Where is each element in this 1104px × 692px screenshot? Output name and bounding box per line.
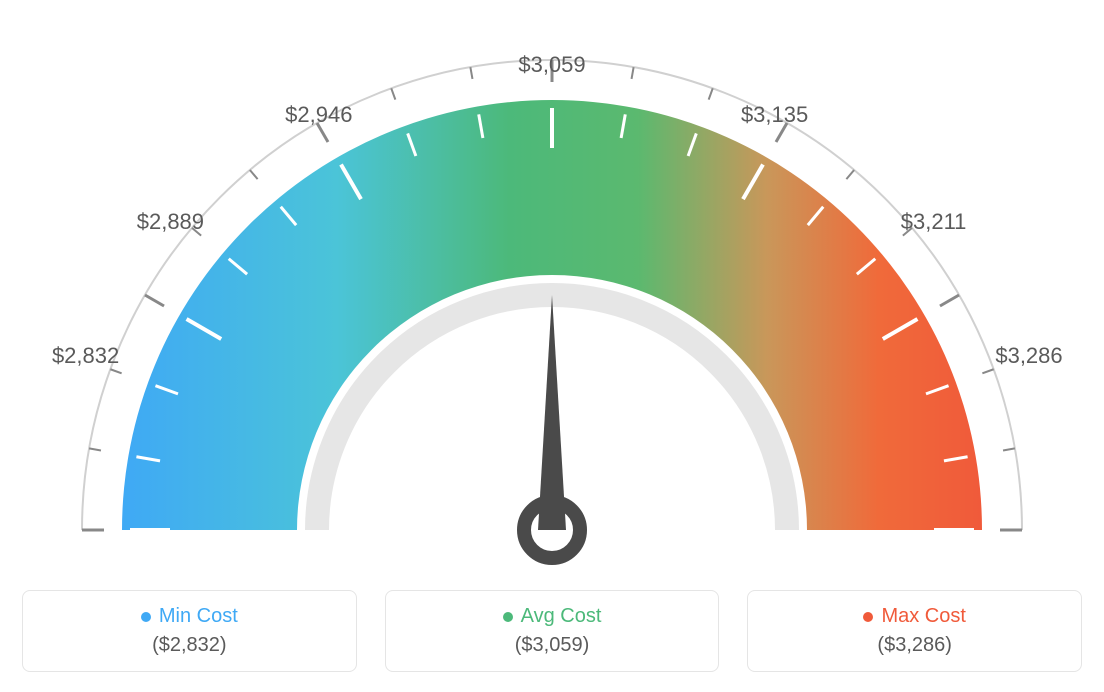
legend-avg-value: ($3,059) [404,634,701,657]
legend: Min Cost ($2,832) Avg Cost ($3,059) Max … [22,590,1082,672]
gauge-chart: $2,832 $2,889 $2,946 $3,059 $3,135 $3,211 $3,2… [22,20,1082,580]
gauge-svg [22,20,1082,580]
legend-max-title: Max Cost [863,605,965,628]
legend-min-value: ($2,832) [41,634,338,657]
legend-min-label: Min Cost [159,605,238,628]
legend-max-dot [863,612,873,622]
legend-min-dot [141,612,151,622]
legend-avg-dot [503,612,513,622]
legend-min-title: Min Cost [141,605,238,628]
gauge-tick-label: $3,286 [995,343,1062,369]
legend-avg-label: Avg Cost [521,605,602,628]
gauge-tick-label: $2,832 [52,343,119,369]
gauge-tick-label: $2,946 [285,102,352,128]
gauge-tick-label: $2,889 [137,209,204,235]
gauge-tick-label: $3,059 [518,52,585,78]
legend-max-label: Max Cost [881,605,965,628]
gauge-tick-label: $3,211 [901,209,967,235]
gauge-tick-label: $3,135 [741,102,808,128]
legend-max-value: ($3,286) [766,634,1063,657]
legend-card-max: Max Cost ($3,286) [747,590,1082,672]
legend-avg-title: Avg Cost [503,605,602,628]
legend-card-avg: Avg Cost ($3,059) [385,590,720,672]
legend-card-min: Min Cost ($2,832) [22,590,357,672]
